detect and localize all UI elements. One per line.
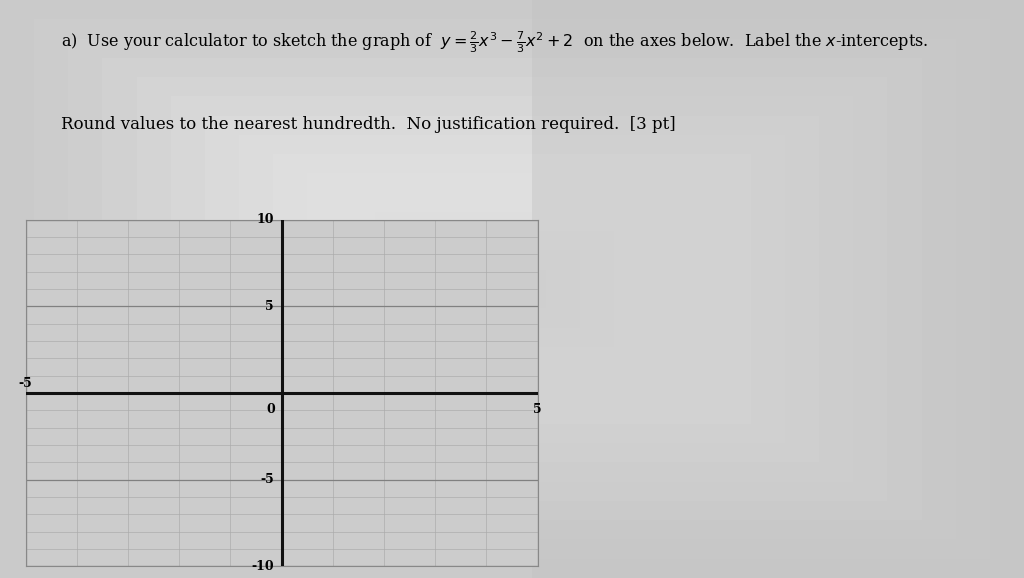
Bar — [443, 250, 581, 328]
Bar — [273, 154, 751, 424]
Bar — [376, 212, 648, 366]
Bar — [136, 77, 888, 501]
Text: Round values to the nearest hundredth.  No justification required.  [3 pt]: Round values to the nearest hundredth. N… — [61, 116, 676, 132]
Bar — [410, 231, 614, 347]
Text: 5: 5 — [265, 300, 274, 313]
Bar — [171, 97, 853, 481]
Bar — [341, 192, 683, 386]
Text: 0: 0 — [266, 403, 275, 416]
Text: -5: -5 — [260, 473, 274, 486]
Text: -5: -5 — [18, 377, 33, 390]
Text: a)  Use your calculator to sketch the graph of  $y=\frac{2}{3}x^3-\frac{7}{3}x^2: a) Use your calculator to sketch the gra… — [61, 29, 929, 55]
Text: -10: -10 — [251, 560, 274, 573]
Text: 5: 5 — [534, 403, 542, 416]
Text: 10: 10 — [256, 213, 274, 226]
Bar — [307, 173, 717, 405]
Bar — [478, 270, 546, 308]
Bar — [532, 0, 1024, 578]
Bar — [205, 116, 819, 462]
Bar — [69, 39, 955, 539]
Bar — [102, 58, 922, 520]
Bar — [239, 135, 785, 443]
